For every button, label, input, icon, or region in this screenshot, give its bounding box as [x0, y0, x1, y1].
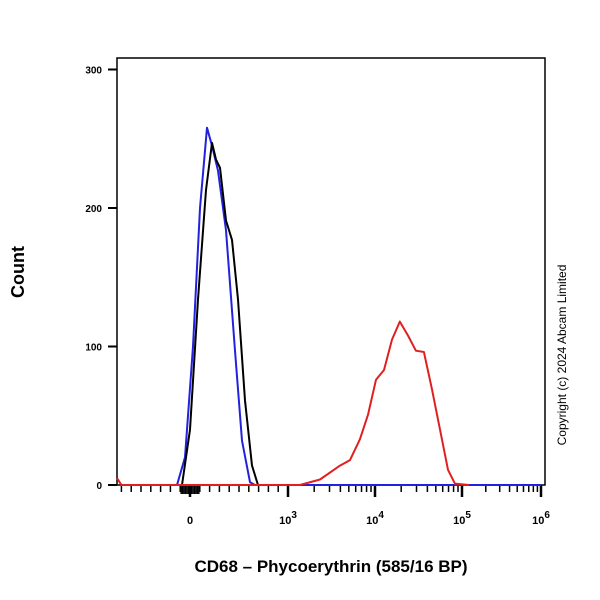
- y-axis-label: Count: [8, 246, 28, 298]
- histogram-series-3: [116, 320, 470, 486]
- x-tick-label: 104: [366, 510, 384, 527]
- x-tick-label: 105: [453, 510, 471, 527]
- y-tick-label: 300: [85, 66, 102, 77]
- y-tick-label: 0: [96, 481, 102, 492]
- histogram-series-2: [181, 141, 259, 486]
- x-tick-label: 103: [279, 510, 297, 527]
- x-tick-label: 0: [187, 515, 193, 527]
- y-tick-label: 200: [85, 204, 102, 215]
- x-axis-label: CD68 – Phycoerythrin (585/16 BP): [194, 557, 467, 576]
- plot-frame: [116, 57, 546, 486]
- histogram-series-1: [176, 126, 541, 486]
- y-tick-label: 100: [85, 343, 102, 354]
- copyright-watermark: Copyright (c) 2024 Abcam Limited: [555, 265, 569, 446]
- x-tick-label: 106: [532, 510, 550, 527]
